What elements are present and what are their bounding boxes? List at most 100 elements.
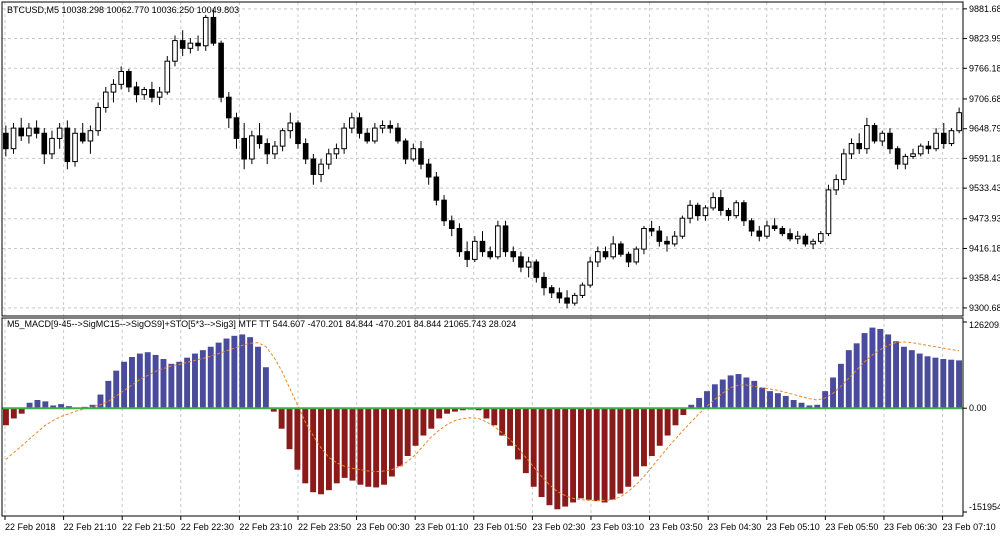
histogram-bar bbox=[184, 357, 191, 409]
candle-body bbox=[910, 153, 916, 157]
histogram-bar bbox=[262, 367, 269, 409]
histogram-bar bbox=[940, 359, 947, 409]
histogram-bar bbox=[255, 346, 261, 409]
histogram-bar bbox=[113, 370, 120, 409]
time-tick-label: 23 Feb 05:50 bbox=[825, 522, 878, 532]
candle-body bbox=[333, 148, 340, 155]
candle-body bbox=[395, 127, 401, 142]
candle-body bbox=[710, 197, 716, 209]
price-tick-label: 9823.990 bbox=[969, 34, 1000, 44]
histogram-bar bbox=[199, 350, 206, 409]
candle-body bbox=[348, 117, 355, 129]
time-tick-label: 23 Feb 03:50 bbox=[650, 522, 703, 532]
histogram-bar bbox=[956, 360, 963, 409]
candle-body bbox=[533, 261, 540, 278]
candle-body bbox=[33, 127, 40, 134]
candle-body bbox=[87, 130, 94, 142]
histogram-bar bbox=[2, 408, 9, 426]
symbol-header: BTCUSD,M5 10038.298 10062.770 10036.250 … bbox=[7, 5, 239, 15]
candle-body bbox=[49, 137, 55, 155]
candle-body bbox=[264, 143, 271, 155]
candle-body bbox=[802, 235, 809, 245]
histogram-bar bbox=[648, 408, 655, 457]
histogram-bar bbox=[396, 408, 403, 467]
histogram-bar bbox=[475, 408, 482, 411]
candle-body bbox=[887, 132, 893, 150]
value-tick-label: -151954. bbox=[969, 502, 1000, 512]
histogram-bar bbox=[814, 404, 821, 409]
candle-body bbox=[156, 91, 163, 98]
histogram-bar bbox=[774, 393, 781, 409]
time-tick-label: 23 Feb 03:10 bbox=[591, 522, 644, 532]
histogram-bar bbox=[759, 387, 766, 409]
candle-body bbox=[356, 117, 363, 134]
histogram-bar bbox=[743, 377, 750, 409]
histogram-bar bbox=[885, 334, 892, 409]
histogram-bar bbox=[767, 391, 773, 409]
histogram-bar bbox=[428, 408, 435, 429]
histogram-bar bbox=[365, 408, 372, 487]
histogram-bar bbox=[845, 350, 852, 409]
price-tick-label: 9358.430 bbox=[969, 273, 1000, 283]
histogram-bar bbox=[97, 394, 104, 409]
price-tick-label: 9533.430 bbox=[969, 183, 1000, 193]
histogram-bar bbox=[507, 408, 514, 446]
histogram-bar bbox=[916, 353, 923, 409]
candle-body bbox=[310, 158, 317, 175]
histogram-bar bbox=[664, 408, 671, 436]
histogram-bar bbox=[609, 408, 616, 500]
candle-body bbox=[172, 40, 178, 62]
candle-body bbox=[233, 117, 240, 139]
histogram-bar bbox=[893, 341, 899, 409]
candle-body bbox=[364, 132, 370, 142]
indicator-value-axis: 126209.4 0.00 -151954. bbox=[963, 320, 1000, 513]
candle-body bbox=[133, 86, 140, 96]
candle-body bbox=[787, 233, 793, 240]
histogram-bar bbox=[231, 335, 238, 409]
histogram-bar bbox=[499, 408, 506, 436]
histogram-bar bbox=[341, 408, 348, 478]
candle-body bbox=[64, 127, 71, 163]
histogram-bar bbox=[302, 408, 309, 484]
histogram-bar bbox=[89, 404, 96, 409]
time-tick-label: 22 Feb 23:50 bbox=[298, 522, 351, 532]
histogram-bar bbox=[908, 350, 915, 409]
candle-body bbox=[202, 16, 209, 47]
histogram-bar bbox=[806, 405, 813, 409]
candle-body bbox=[387, 125, 394, 129]
indicator-panel-frame bbox=[1, 317, 964, 517]
histogram-bar bbox=[790, 400, 797, 409]
histogram-bar bbox=[719, 379, 726, 409]
histogram-bar bbox=[570, 408, 577, 503]
candle-body bbox=[272, 145, 278, 155]
candle-body bbox=[756, 230, 763, 237]
histogram-bar bbox=[900, 346, 907, 409]
price-tick-label: 9591.180 bbox=[969, 153, 1000, 163]
histogram-bar bbox=[136, 353, 143, 409]
histogram-bar bbox=[42, 401, 49, 409]
histogram-bar bbox=[782, 395, 789, 409]
histogram-bar bbox=[286, 408, 293, 450]
time-tick-label: 22 Feb 21:50 bbox=[122, 522, 175, 532]
histogram-bar bbox=[948, 359, 955, 409]
histogram-bar bbox=[491, 408, 498, 426]
candle-body bbox=[687, 204, 693, 219]
histogram-bar bbox=[869, 327, 876, 409]
candle-body bbox=[656, 230, 663, 242]
candle-body bbox=[948, 130, 955, 145]
histogram-bar bbox=[578, 408, 584, 499]
candle-body bbox=[510, 251, 517, 258]
histogram-bar bbox=[223, 338, 230, 409]
histogram-bar bbox=[656, 408, 663, 446]
histogram-bar bbox=[381, 408, 387, 485]
candle-body bbox=[95, 107, 101, 132]
candle-body bbox=[318, 163, 324, 175]
candle-body bbox=[149, 89, 155, 98]
value-tick-label: 126209.4 bbox=[969, 320, 1000, 330]
candle-body bbox=[18, 127, 25, 137]
candle-body bbox=[102, 91, 109, 109]
histogram-bar bbox=[192, 353, 198, 409]
histogram-bar bbox=[625, 408, 632, 487]
